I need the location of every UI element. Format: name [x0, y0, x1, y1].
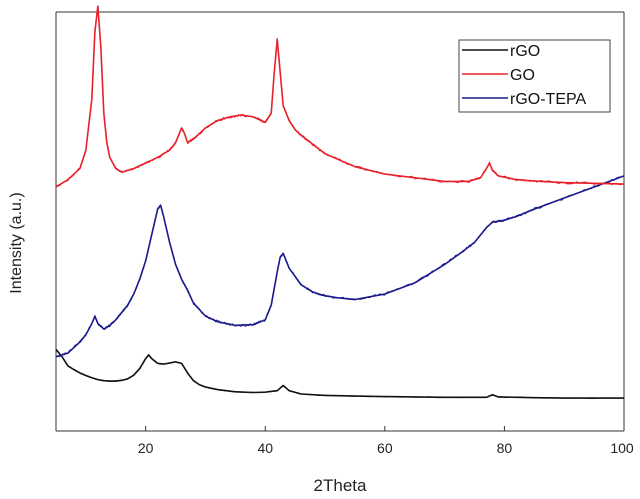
x-axis-label: 2Theta — [314, 476, 367, 495]
x-tick-label: 100 — [610, 440, 634, 456]
legend: rGO GO rGO-TEPA — [458, 39, 611, 113]
legend-box — [458, 39, 611, 113]
series-noise-rgo — [55, 348, 620, 399]
axes: 20 40 60 80 100 — [55, 11, 634, 456]
legend-label: GO — [510, 67, 535, 84]
x-tick-label: 20 — [138, 440, 154, 456]
series-layer — [55, 5, 625, 399]
x-tick-label: 60 — [377, 440, 393, 456]
x-tick-label: 40 — [257, 440, 273, 456]
series-line-rgo-tepa — [55, 175, 625, 358]
y-axis-label: Intensity (a.u.) — [8, 192, 25, 293]
x-tick-label: 80 — [497, 440, 513, 456]
legend-items: rGO GO rGO-TEPA — [462, 43, 586, 108]
series-noise-rgo-tepa — [55, 176, 622, 358]
legend-label: rGO-TEPA — [510, 91, 586, 108]
x-tick-group: 20 40 60 80 100 — [138, 426, 634, 456]
series-line-go — [55, 5, 625, 188]
legend-label: rGO — [510, 43, 540, 60]
series-line-rgo — [55, 348, 624, 399]
